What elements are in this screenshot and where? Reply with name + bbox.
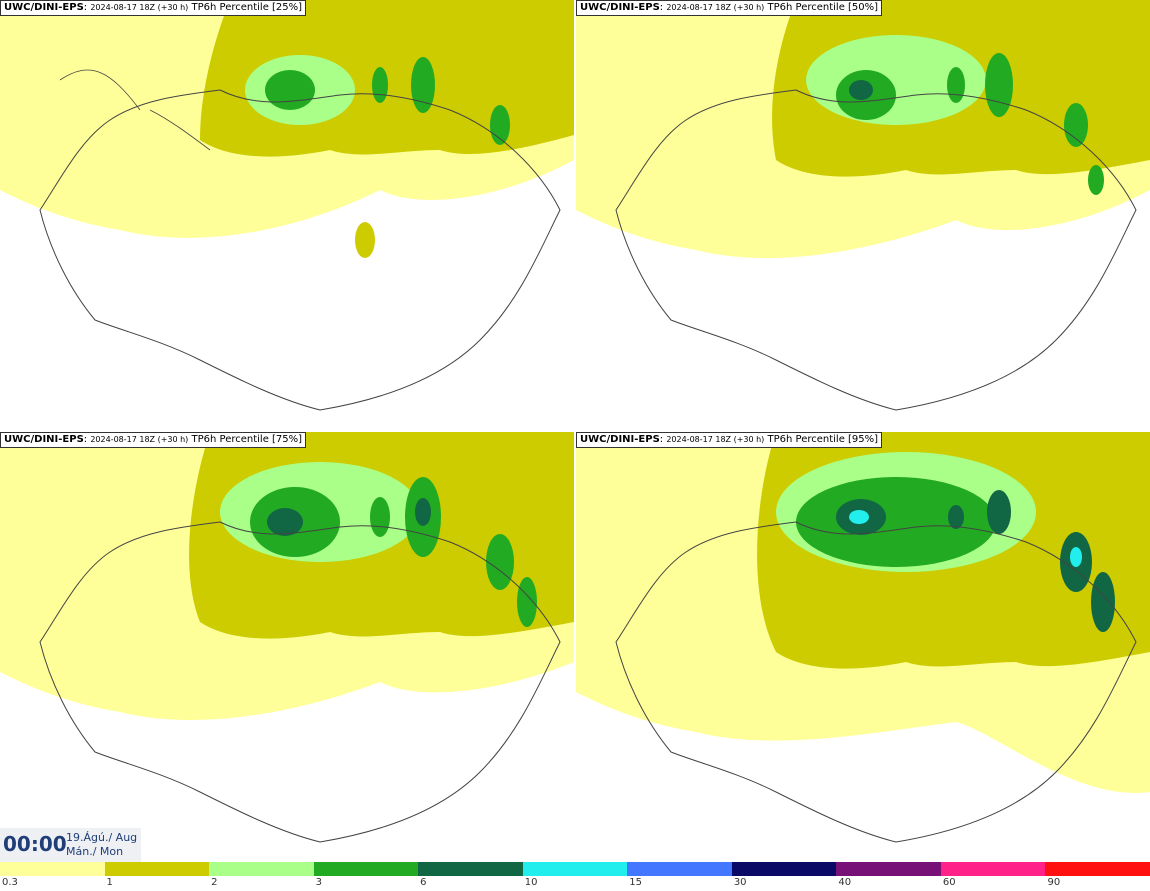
legend-tick-label: 40 [838, 877, 852, 888]
map-panel-95: UWC/DINI-EPS: 2024-08-17 18Z (+30 h) TP6… [576, 432, 1150, 860]
legend-swatch [836, 862, 941, 876]
map-panel-75: UWC/DINI-EPS: 2024-08-17 18Z (+30 h) TP6… [0, 432, 574, 860]
panel-title: UWC/DINI-EPS: 2024-08-17 18Z (+30 h) TP6… [0, 0, 307, 16]
legend-tick-label: 0.3 [2, 877, 18, 888]
iceland-precip-map [576, 432, 1150, 843]
legend-swatch [104, 862, 210, 876]
valid-date-line1: 19.Ágú./ Aug [66, 831, 138, 844]
legend-tick-label: 2 [211, 877, 218, 888]
legend-swatch [1045, 862, 1150, 876]
panel-title: UWC/DINI-EPS: 2024-08-17 18Z (+30 h) TP6… [0, 432, 307, 448]
legend-tick-label: 15 [629, 877, 642, 888]
legend-swatch [731, 862, 837, 876]
panel-title: UWC/DINI-EPS: 2024-08-17 18Z (+30 h) TP6… [576, 432, 883, 448]
legend-swatch [313, 862, 419, 876]
map-panel-25: UWC/DINI-EPS: 2024-08-17 18Z (+30 h) TP6… [0, 0, 574, 428]
legend-tick-label: 90 [1047, 877, 1061, 888]
iceland-precip-map [0, 432, 574, 843]
legend-swatch [0, 862, 105, 876]
legend-swatch [209, 862, 314, 876]
color-legend: 0.3 1 2 3 6 10 15 30 40 60 90 [0, 862, 1150, 891]
iceland-precip-map [0, 0, 574, 411]
legend-swatch [522, 862, 628, 876]
legend-tick-label: 1 [106, 877, 113, 888]
legend-tick-label: 10 [524, 877, 538, 888]
valid-time-box: 00:00 19.Ágú./ Aug Mán./ Mon [0, 828, 141, 862]
legend-swatch [940, 862, 1046, 876]
legend-tick-label: 3 [315, 877, 322, 888]
panel-title: UWC/DINI-EPS: 2024-08-17 18Z (+30 h) TP6… [576, 0, 883, 16]
valid-date: 19.Ágú./ Aug Mán./ Mon [66, 831, 137, 859]
legend-tick-label: 30 [733, 877, 747, 888]
legend-tick-label: 60 [942, 877, 956, 888]
valid-time: 00:00 [3, 832, 67, 856]
legend-swatch [418, 862, 523, 876]
map-panel-50: UWC/DINI-EPS: 2024-08-17 18Z (+30 h) TP6… [576, 0, 1150, 428]
legend-swatch [627, 862, 732, 876]
legend-swatches [0, 862, 1150, 876]
valid-date-line2: Mán./ Mon [66, 845, 124, 858]
iceland-precip-map [576, 0, 1150, 411]
legend-tick-label: 6 [420, 877, 427, 888]
